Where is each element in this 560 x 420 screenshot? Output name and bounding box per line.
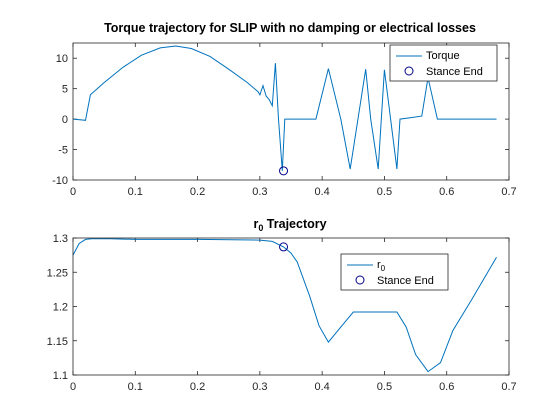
r0-ticks: 0 0.1 0.2 0.3 0.4 0.5 0.6 0.7 1.1 1.15 1.2 1.25 1.3 [47,233,517,393]
r0-x-tick-label: 0.6 [439,381,454,393]
torque-y-tick-label: -5 [58,145,68,157]
r0-x-tick-label: 0.7 [501,381,516,393]
torque-legend: Torque Stance End [389,44,498,82]
r0-y-tick-label: 1.2 [53,302,68,314]
r0-title-main: r [253,217,258,231]
r0-legend-marker-sample [355,275,365,285]
r0-x-tick-label: 0.4 [314,381,329,393]
torque-y-tick-label: 10 [56,53,68,65]
r0-y-tick-label: 1.1 [53,370,68,382]
torque-x-tick-label: 0.2 [190,186,205,198]
r0-series-line [72,238,497,373]
r0-axes-frame [72,237,510,376]
torque-x-tick-label: 0.3 [252,186,267,198]
torque-x-tick-label: 0.4 [314,186,329,198]
torque-legend-label-torque: Torque [426,50,460,62]
torque-legend-label-stance-end: Stance End [426,66,483,78]
torque-legend-marker-sample [404,66,414,76]
r0-y-tick-label: 1.3 [53,233,68,245]
r0-legend-label-subscript: 0 [381,264,386,273]
r0-x-tick-label: 0.2 [190,381,205,393]
r0-chart-title: r0 Trajectory [253,217,326,233]
r0-legend-label-r0: r0 [377,259,386,273]
r0-series [72,238,497,373]
torque-series-line [72,45,497,171]
r0-x-tick-label: 0.3 [252,381,267,393]
torque-stance-end-marker [279,166,289,176]
r0-y-tick-label: 1.15 [47,336,68,348]
r0-x-tick-label: 0.1 [128,381,143,393]
torque-x-tick-label: 0.7 [501,186,516,198]
torque-y-tick-label: 0 [62,114,68,126]
torque-axes-frame [72,42,510,181]
torque-x-tick-label: 0.5 [377,186,392,198]
r0-legend-label-stance-end: Stance End [377,275,434,287]
r0-stance-end-marker [279,242,289,252]
r0-subplot: r0 Trajectory 0 0.1 0.2 0.3 0.4 0.5 0.6 0.71.11… [47,217,517,393]
torque-y-tick-label: 5 [62,84,68,96]
torque-x-tick-label: 0.6 [439,186,454,198]
r0-x-tick-label: 0 [70,381,76,393]
torque-ticks: 0 0.1 0.2 0.3 0.4 0.5 0.6 0.7 -10 -5 0 5 10 [52,43,517,198]
r0-legend: r0 Stance End [340,253,449,291]
torque-subplot: Torque trajectory for SLIP with no dampi… [52,21,517,198]
torque-chart-title: Torque trajectory for SLIP with no dampi… [104,21,476,35]
torque-x-tick-label: 0 [70,186,76,198]
torque-x-tick-label: 0.1 [128,186,143,198]
r0-title-suffix: Trajectory [263,217,326,231]
r0-title-subscript: 0 [258,223,263,233]
torque-y-tick-label: -10 [52,175,68,187]
torque-series [72,45,497,176]
r0-x-tick-label: 0.5 [377,381,392,393]
r0-y-tick-label: 1.25 [47,267,68,279]
r0-legend-label-main: r [377,259,381,271]
